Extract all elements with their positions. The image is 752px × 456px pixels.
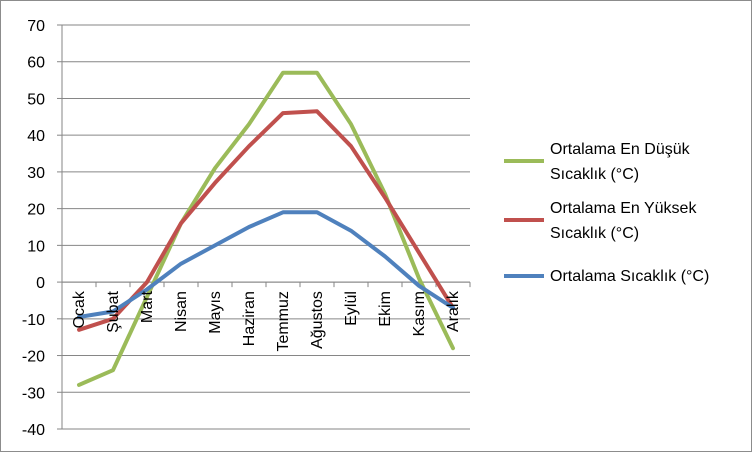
series-lines <box>79 73 453 385</box>
x-tick-label: Ocak <box>71 290 88 328</box>
y-tick-label: 50 <box>27 91 45 108</box>
y-tick-label: 70 <box>27 18 45 35</box>
x-tick-label: Şubat <box>105 291 122 333</box>
x-tick-label: Mart <box>139 291 156 324</box>
y-tick-label: 60 <box>27 55 45 72</box>
y-tick-label: -10 <box>22 312 45 329</box>
legend-label: Sıcaklık (°C) <box>550 225 639 242</box>
x-tick-label: Haziran <box>241 291 258 346</box>
y-tick-label: 0 <box>36 275 45 292</box>
series-line <box>79 73 453 385</box>
x-tick-label: Nisan <box>173 291 190 332</box>
x-tick-label: Mayıs <box>207 291 224 334</box>
legend-label: Ortalama Sıcaklık (°C) <box>550 268 709 285</box>
x-tick-label: Ağustos <box>309 291 326 349</box>
x-tick-label: Ekim <box>377 291 394 327</box>
y-tick-label: -40 <box>22 422 45 439</box>
y-tick-label: -30 <box>22 385 45 402</box>
x-tick-label: Eylül <box>343 291 360 326</box>
y-tick-label: 10 <box>27 238 45 255</box>
y-tick-label: 20 <box>27 202 45 219</box>
legend-label: Sıcaklık (°C) <box>550 166 639 183</box>
gridlines <box>57 25 470 429</box>
x-tick-label: Temmuz <box>275 291 292 351</box>
axes <box>62 25 470 429</box>
y-tick-label: 40 <box>27 128 45 145</box>
y-tick-label: -20 <box>22 349 45 366</box>
legend: Ortalama En Düşük Sıcaklık (°C) Ortalama E… <box>504 141 709 285</box>
y-tick-label: 30 <box>27 165 45 182</box>
legend-label: Ortalama En Yüksek <box>550 200 697 217</box>
legend-label: Ortalama En Düşük <box>550 141 691 158</box>
x-tick-label: Aralık <box>445 290 462 332</box>
x-tick-label: Kasım <box>411 291 428 336</box>
y-tick-labels: 70 60 50 40 30 20 10 0 -10 -20 -30 -40 <box>22 18 45 439</box>
